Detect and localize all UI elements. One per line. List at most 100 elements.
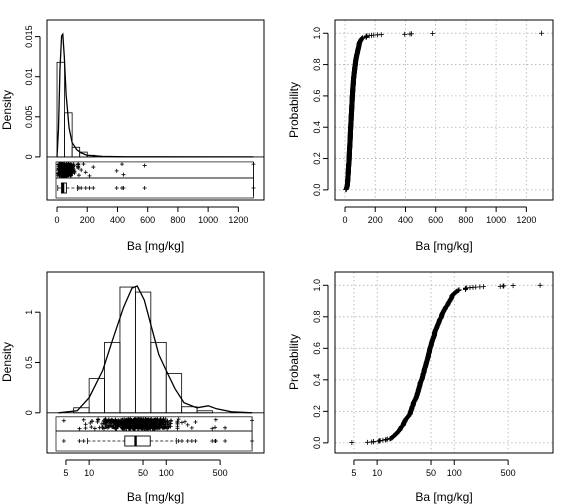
- ecdf-point: [430, 31, 436, 37]
- x-tick-label: 500: [501, 468, 516, 478]
- ecdf-point: [378, 32, 384, 38]
- y-tick-label: 1.0: [312, 27, 322, 40]
- boxplot-outlier: [87, 186, 92, 190]
- strip-point: [92, 426, 97, 431]
- histogram-log-marks: [47, 285, 264, 452]
- strip-point: [95, 419, 100, 424]
- ecdf-point: [481, 284, 487, 290]
- strip-point: [121, 172, 126, 177]
- x-tick-label: 5: [351, 468, 356, 478]
- ecdf-log-panel: 5 10 50 100 500 0.0 0.2 0.4 0.6 0.8 1.0 Ba [mg/kg]…: [287, 271, 554, 504]
- strip-point: [76, 165, 81, 170]
- strip-point: [79, 167, 84, 172]
- strip-band: [55, 161, 254, 179]
- y-axis-label: Probability: [287, 82, 301, 138]
- boxplot-outlier: [189, 439, 194, 443]
- boxplot-outlier: [142, 186, 147, 190]
- plot-frame: [334, 271, 554, 454]
- strip-point: [169, 418, 174, 423]
- boxplot-outlier: [193, 439, 198, 443]
- x-tick-label: 50: [138, 468, 148, 478]
- x-tick-label: 10: [372, 468, 382, 478]
- x-tick-label: 800: [458, 215, 473, 225]
- strip-point: [120, 162, 124, 167]
- strip-point: [176, 417, 181, 422]
- x-tick-label: 600: [428, 215, 443, 225]
- y-tick-label: 0.5: [24, 356, 34, 369]
- ecdf-point: [371, 439, 377, 445]
- x-tick-label: 100: [159, 468, 174, 478]
- histogram-log-panel: 5 10 50 100 500 0 0.5 1 Ba [mg/kg] Density: [0, 271, 265, 504]
- density-curve: [58, 285, 253, 414]
- ecdf-point: [365, 439, 371, 445]
- x-tick-label: 50: [426, 468, 436, 478]
- strip-point: [91, 165, 96, 170]
- y-tick-label: 0.005: [24, 106, 34, 129]
- x-tick-label: 0: [343, 215, 348, 225]
- strip-point: [81, 162, 86, 167]
- boxplot-outlier: [185, 439, 190, 443]
- boxplot-outlier: [83, 186, 88, 190]
- y-tick-label: 0.0: [312, 184, 322, 197]
- ecdf-linear-axes: 0 200 400 600 800 1000 1200 0.0 0.2 0.4 0.6 0.8 1.0: [312, 27, 536, 225]
- strip-point: [210, 426, 215, 431]
- y-tick-label: 0.015: [24, 25, 34, 48]
- ecdf-point: [538, 30, 544, 36]
- ecdf-point: [510, 283, 516, 289]
- y-axis-label: Density: [0, 90, 14, 130]
- strip-point: [114, 168, 119, 173]
- x-tick-label: 100: [447, 468, 462, 478]
- histogram-linear-panel: 0 200 400 600 800 1000 1200 0 0.005 0.01 0.015 Ba …: [0, 19, 265, 253]
- x-tick-label: 10: [84, 468, 94, 478]
- x-tick-label: 400: [398, 215, 413, 225]
- x-axis-label: Ba [mg/kg]: [415, 239, 472, 253]
- strip-point: [182, 419, 187, 424]
- x-tick-label: 800: [170, 215, 185, 225]
- ecdf-linear-marks: [335, 20, 553, 200]
- strip-point: [81, 417, 86, 422]
- boxplot-outlier: [223, 439, 228, 443]
- x-tick-label: 1000: [486, 215, 506, 225]
- histogram-bar: [165, 373, 183, 414]
- y-tick-label: 0.2: [312, 152, 322, 165]
- y-tick-label: 1: [24, 310, 34, 315]
- strip-point: [61, 418, 66, 423]
- y-axis-label: Density: [0, 342, 14, 382]
- histogram-bar: [181, 406, 198, 414]
- strip-point: [142, 163, 147, 168]
- strip-point: [72, 163, 77, 168]
- x-tick-label: 1000: [198, 215, 218, 225]
- ecdf-log-marks: [335, 272, 553, 453]
- strip-point: [83, 422, 88, 427]
- histogram-bar: [119, 286, 136, 414]
- y-tick-label: 0.4: [312, 121, 322, 134]
- strip-point: [179, 420, 184, 425]
- x-tick-label: 500: [213, 468, 228, 478]
- y-tick-label: 0.8: [312, 58, 322, 71]
- strip-point: [83, 426, 88, 431]
- density-curve: [56, 32, 254, 158]
- strip-point: [223, 425, 228, 430]
- boxplot-outlier: [121, 186, 126, 190]
- ecdf-point: [456, 287, 462, 293]
- strip-point: [83, 170, 88, 175]
- boxplot-outlier: [91, 186, 96, 190]
- x-axis-label: Ba [mg/kg]: [127, 239, 184, 253]
- boxplot-outlier: [81, 439, 86, 443]
- strip-point: [76, 173, 81, 178]
- ecdf-log-axes: 5 10 50 100 500 0.0 0.2 0.4 0.6 0.8 1.0: [312, 279, 516, 478]
- histogram-linear-axes: 0 200 400 600 800 1000 1200 0 0.005 0.01 0.015: [24, 25, 248, 225]
- strip-point: [185, 422, 190, 427]
- strip-point: [213, 417, 218, 422]
- x-tick-label: 0: [55, 215, 60, 225]
- x-axis-label: Ba [mg/kg]: [415, 490, 472, 504]
- y-tick-label: 0.2: [312, 405, 322, 418]
- strip-point: [189, 425, 194, 430]
- histogram-linear-marks: [47, 32, 264, 199]
- strip-point: [77, 426, 82, 431]
- boxplot-outlier: [114, 186, 119, 190]
- plot-frame: [334, 19, 554, 201]
- x-tick-label: 600: [140, 215, 155, 225]
- y-axis-label: Probability: [287, 334, 301, 390]
